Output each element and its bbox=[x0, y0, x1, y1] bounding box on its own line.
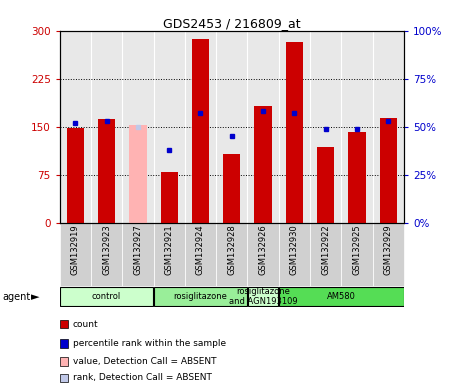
Bar bbox=[317, 147, 334, 223]
Text: ►: ► bbox=[31, 291, 40, 302]
Bar bbox=[254, 106, 272, 223]
Bar bbox=[98, 119, 115, 223]
Bar bbox=[161, 172, 178, 223]
Text: rank, Detection Call = ABSENT: rank, Detection Call = ABSENT bbox=[73, 374, 212, 382]
Bar bbox=[279, 287, 403, 306]
Bar bbox=[223, 154, 241, 223]
Bar bbox=[348, 132, 365, 223]
Bar bbox=[60, 287, 153, 306]
Text: value, Detection Call = ABSENT: value, Detection Call = ABSENT bbox=[73, 357, 216, 366]
Title: GDS2453 / 216809_at: GDS2453 / 216809_at bbox=[163, 17, 301, 30]
Bar bbox=[286, 42, 303, 223]
Text: rosiglitazone: rosiglitazone bbox=[174, 292, 228, 301]
Text: rosiglitazone
and AGN193109: rosiglitazone and AGN193109 bbox=[229, 287, 297, 306]
Text: control: control bbox=[92, 292, 121, 301]
Bar bbox=[248, 287, 279, 306]
Bar bbox=[129, 126, 146, 223]
Bar bbox=[380, 118, 397, 223]
Bar bbox=[192, 39, 209, 223]
Text: AM580: AM580 bbox=[327, 292, 356, 301]
Text: count: count bbox=[73, 320, 98, 329]
Bar bbox=[154, 287, 247, 306]
Text: percentile rank within the sample: percentile rank within the sample bbox=[73, 339, 226, 348]
Text: agent: agent bbox=[2, 291, 31, 302]
Bar bbox=[67, 128, 84, 223]
